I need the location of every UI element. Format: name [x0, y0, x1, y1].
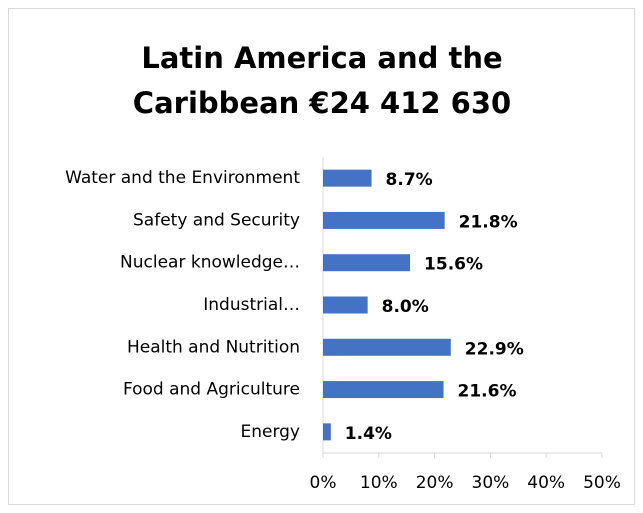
value-label: 21.6%	[458, 382, 517, 402]
bar	[323, 296, 368, 314]
value-label: 8.7%	[386, 170, 433, 190]
chart-title: Latin America and the Caribbean €24 412 …	[132, 41, 512, 120]
y-tick-label: Industrial…	[203, 295, 300, 315]
value-label: 22.9%	[465, 339, 524, 359]
x-tick-label: 0%	[310, 473, 337, 493]
value-label: 15.6%	[424, 255, 483, 275]
value-label: 21.8%	[459, 212, 518, 232]
bar	[323, 381, 444, 399]
y-tick-label: Water and the Environment	[65, 168, 300, 188]
bar	[323, 211, 445, 229]
y-tick-label: Health and Nutrition	[127, 337, 300, 357]
bar	[323, 169, 372, 187]
y-tick-label: Energy	[240, 422, 300, 442]
y-tick-label: Nuclear knowledge…	[120, 253, 300, 273]
value-label: 8.0%	[382, 297, 429, 317]
bar	[323, 254, 411, 272]
x-tick-label: 10%	[360, 473, 398, 493]
x-tick-label: 30%	[472, 473, 510, 493]
y-tick-label: Safety and Security	[133, 210, 300, 230]
bar	[323, 338, 451, 356]
y-tick-label: Food and Agriculture	[123, 380, 300, 400]
x-tick-label: 40%	[527, 473, 565, 493]
value-label: 1.4%	[345, 424, 392, 444]
x-tick-label: 20%	[416, 473, 454, 493]
x-tick-label: 50%	[583, 473, 621, 493]
bar	[323, 423, 331, 441]
chart-border	[8, 8, 635, 505]
